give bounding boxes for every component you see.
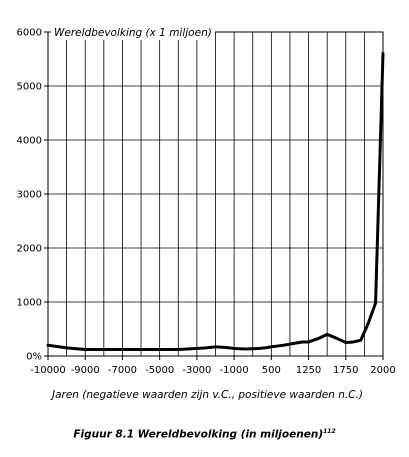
x-axis-ticks: -10000 -9000 -7000 -5000 -3000 -1000 500 1250 17… [30, 356, 396, 376]
y-tick-label: 6000 [17, 28, 42, 39]
y-axis-title: Wereldbevolking (x 1 miljoen) [54, 27, 212, 39]
x-tick-label: 1250 [296, 365, 321, 376]
grid [47, 31, 384, 357]
y-tick-label: 3000 [17, 190, 42, 201]
y-tick-label: 2000 [17, 244, 42, 255]
series-group [46, 52, 385, 352]
x-tick-label: -1000 [220, 365, 249, 376]
plot-frame [47, 31, 384, 357]
y-tick-label: 0% [26, 352, 42, 363]
x-tick-label: 500 [262, 365, 281, 376]
y-axis-ticks: 0% 1000 2000 3000 4000 5000 6000 [17, 28, 48, 363]
x-tick-label: -9000 [71, 365, 100, 376]
x-tick-label: -5000 [145, 365, 174, 376]
x-tick-label: -10000 [30, 365, 65, 376]
series-line-0 [46, 52, 385, 352]
x-tick-label: 1750 [333, 365, 358, 376]
x-tick-label: -7000 [108, 365, 137, 376]
y-tick-label: 5000 [17, 82, 42, 93]
caption-text: Figuur 8.1 Wereldbevolking (in miljoenen… [73, 428, 324, 441]
x-axis-title: Jaren (negatieve waarden zijn v.C., posi… [50, 389, 363, 401]
x-tick-label: -3000 [182, 365, 211, 376]
x-tick-label: 2000 [370, 365, 395, 376]
y-axis-title-background [51, 26, 215, 40]
y-tick-label: 1000 [17, 298, 42, 309]
caption-superscript: 112 [323, 428, 336, 435]
figure-caption: Figuur 8.1 Wereldbevolking (in miljoenen… [0, 428, 409, 441]
y-tick-label: 4000 [17, 136, 42, 147]
